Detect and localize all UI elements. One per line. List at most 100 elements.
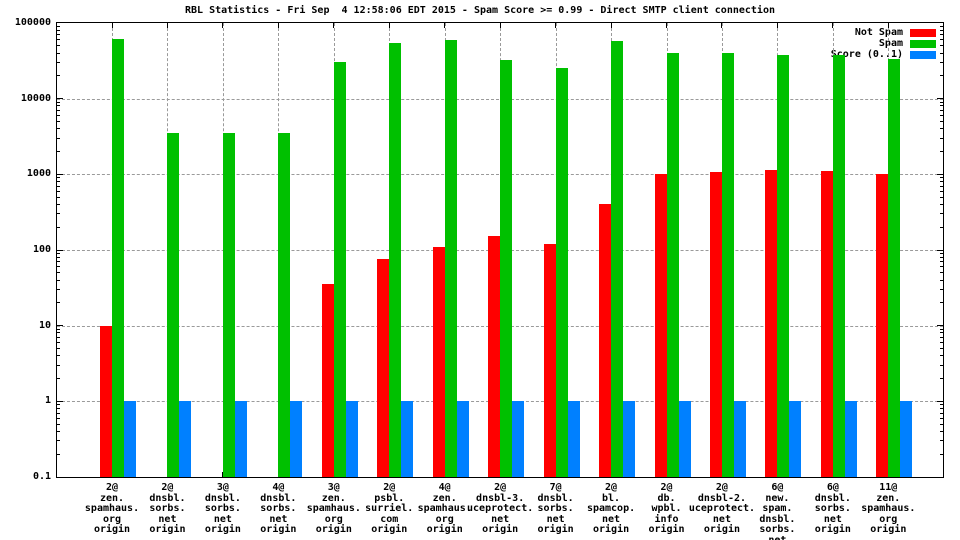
x-tick-label: 4@ dnsbl. sorbs. net origin xyxy=(260,482,297,535)
y-minor-tick xyxy=(57,289,60,291)
x-tick-label: 6@ new. spam. dnsbl. sorbs. net origin xyxy=(759,482,796,540)
x-tick-label: 3@ zen. spamhaus. org origin xyxy=(306,482,361,535)
y-minor-tick xyxy=(57,101,60,103)
bar-spam xyxy=(721,53,734,477)
legend: Not Spam Spam Score (0..1) xyxy=(831,27,936,60)
y-tick xyxy=(937,98,943,100)
y-minor-tick xyxy=(940,101,943,103)
bar-not-spam xyxy=(654,174,667,477)
bar-not-spam xyxy=(543,244,556,477)
x-tick xyxy=(499,23,501,28)
y-tick xyxy=(57,249,63,251)
y-tick xyxy=(57,325,63,327)
y-minor-tick xyxy=(57,256,60,258)
y-minor-tick xyxy=(57,440,60,442)
y-minor-tick xyxy=(940,417,943,419)
x-tick-label: 2@ dnsbl-3. uceprotect. net origin xyxy=(467,482,534,535)
y-minor-tick xyxy=(940,137,943,139)
y-minor-tick xyxy=(940,266,943,268)
x-tick xyxy=(222,23,224,28)
legend-item: Spam xyxy=(831,38,936,49)
bar-not-spam xyxy=(876,174,889,477)
y-gridline xyxy=(57,98,943,100)
legend-item: Not Spam xyxy=(831,27,936,38)
x-tick-label: 2@ zen. spamhaus. org origin xyxy=(84,482,140,535)
y-minor-tick xyxy=(940,279,943,281)
y-tick-label: 1000 xyxy=(26,168,51,180)
y-minor-tick xyxy=(940,412,943,414)
x-tick xyxy=(721,23,723,28)
y-minor-tick xyxy=(57,29,60,31)
y-minor-tick xyxy=(940,332,943,334)
y-gridline xyxy=(57,174,943,176)
bar-not-spam xyxy=(321,284,334,477)
y-minor-tick xyxy=(940,347,943,349)
y-minor-tick xyxy=(57,190,60,192)
bar-score-0-1 xyxy=(401,401,414,477)
y-minor-tick xyxy=(940,120,943,122)
x-tick xyxy=(887,23,889,28)
x-tick xyxy=(333,23,335,28)
y-minor-tick xyxy=(940,34,943,36)
y-tick xyxy=(57,400,63,402)
y-tick-label: 100 xyxy=(32,244,51,255)
bar-spam xyxy=(278,133,291,477)
bar-spam xyxy=(112,39,124,477)
y-minor-tick xyxy=(57,177,60,179)
bar-score-0-1 xyxy=(512,401,525,477)
y-minor-tick xyxy=(940,29,943,31)
y-minor-tick xyxy=(940,364,943,366)
y-minor-tick xyxy=(940,430,943,432)
chart-title: RBL Statistics - Fri Sep 4 12:58:06 EDT … xyxy=(184,5,775,16)
y-tick xyxy=(937,249,943,251)
bar-score-0-1 xyxy=(900,401,913,477)
y-minor-tick xyxy=(57,52,60,54)
y-minor-tick xyxy=(57,412,60,414)
y-minor-tick xyxy=(57,453,60,455)
y-tick xyxy=(937,173,943,175)
legend-label: Score (0..1) xyxy=(830,49,903,60)
y-minor-tick xyxy=(940,203,943,205)
bar-not-spam xyxy=(432,246,445,477)
y-minor-tick xyxy=(940,453,943,455)
y-minor-tick xyxy=(57,226,60,228)
y-minor-tick xyxy=(57,272,60,274)
y-minor-tick xyxy=(940,289,943,291)
y-minor-tick xyxy=(940,181,943,183)
bar-spam xyxy=(555,67,568,477)
y-minor-tick xyxy=(57,347,60,349)
bar-score-0-1 xyxy=(456,401,469,477)
y-minor-tick xyxy=(57,430,60,432)
y-minor-tick xyxy=(940,341,943,343)
x-tick xyxy=(555,23,557,28)
y-minor-tick xyxy=(57,109,60,111)
x-tick xyxy=(666,23,667,28)
bar-spam xyxy=(888,58,901,477)
x-tick xyxy=(610,23,612,28)
x-tick-label: 11@ zen. spamhaus. org origin xyxy=(861,482,916,535)
bar-not-spam xyxy=(709,172,722,477)
bar-score-0-1 xyxy=(234,401,247,477)
x-tick-label: 3@ dnsbl. sorbs. net origin xyxy=(204,482,241,535)
legend-label: Not Spam xyxy=(854,27,903,38)
y-tick-label: 100000 xyxy=(14,17,51,28)
y-minor-tick xyxy=(940,25,943,27)
y-minor-tick xyxy=(940,75,943,77)
y-minor-tick xyxy=(940,328,943,330)
y-minor-tick xyxy=(940,423,943,425)
y-minor-tick xyxy=(57,120,60,122)
y-minor-tick xyxy=(57,62,60,64)
bar-spam xyxy=(832,54,845,477)
y-minor-tick xyxy=(57,364,60,366)
bar-score-0-1 xyxy=(345,401,358,477)
x-tick-label: 2@ bl. spamcop. net origin xyxy=(586,482,636,535)
y-minor-tick xyxy=(940,408,943,410)
bar-not-spam xyxy=(765,170,778,477)
y-tick-label: 10000 xyxy=(20,92,51,104)
bar-not-spam xyxy=(377,259,390,477)
bar-not-spam xyxy=(820,171,833,477)
y-minor-tick xyxy=(940,336,943,338)
x-tick xyxy=(277,23,279,28)
y-minor-tick xyxy=(940,128,943,130)
